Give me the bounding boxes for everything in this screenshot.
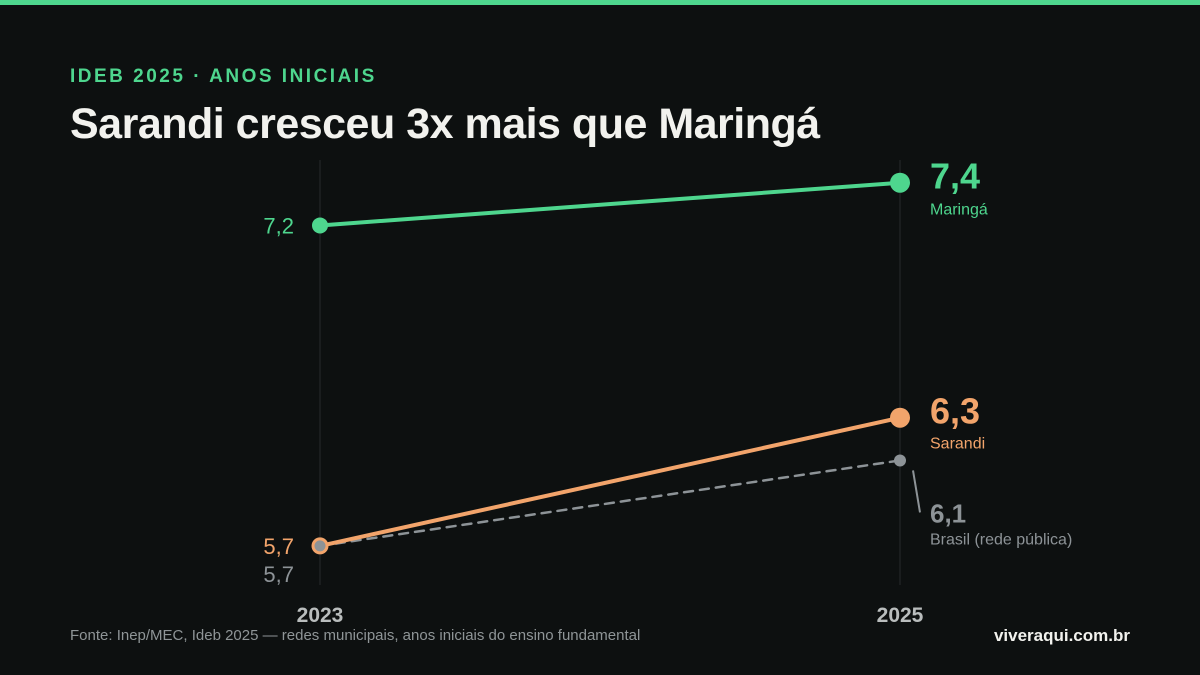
brand-link[interactable]: viveraqui.com.br — [993, 626, 1130, 645]
label-maringa-2025: 7,4 — [930, 156, 980, 197]
series-line-sarandi — [318, 415, 902, 548]
point-maringa-2023 — [312, 217, 328, 234]
label-brasil-2023: 5,7 — [263, 562, 294, 587]
point-sarandi-2025 — [890, 407, 910, 428]
x-tick-label: 2023 — [297, 604, 344, 627]
point-sarandi-2023 — [311, 537, 329, 555]
chart-title: Sarandi cresceu 3x mais que Maringá — [70, 100, 820, 148]
point-maringa-2025 — [890, 172, 910, 193]
legend-brasil: Brasil (rede pública) — [930, 531, 1072, 548]
series-line-maringa — [318, 180, 902, 228]
series-line-brasil — [318, 459, 902, 548]
leader-line-brasil — [912, 470, 921, 513]
x-tick-label: 2025 — [877, 604, 924, 627]
label-brasil-2025: 6,1 — [930, 498, 966, 528]
eyebrow-label: IDEB 2025 · ANOS INICIAIS — [70, 66, 377, 87]
label-sarandi-2023: 5,7 — [263, 534, 294, 559]
source-note: Fonte: Inep/MEC, Ideb 2025 — redes munic… — [70, 627, 641, 644]
label-sarandi-2025: 6,3 — [930, 391, 980, 432]
label-maringa-2023: 7,2 — [263, 213, 294, 238]
top-accent-bar — [0, 0, 1200, 5]
legend-sarandi: Sarandi — [930, 436, 985, 453]
point-brasil-2025 — [894, 454, 906, 467]
legend-maringa: Maringá — [930, 202, 988, 219]
